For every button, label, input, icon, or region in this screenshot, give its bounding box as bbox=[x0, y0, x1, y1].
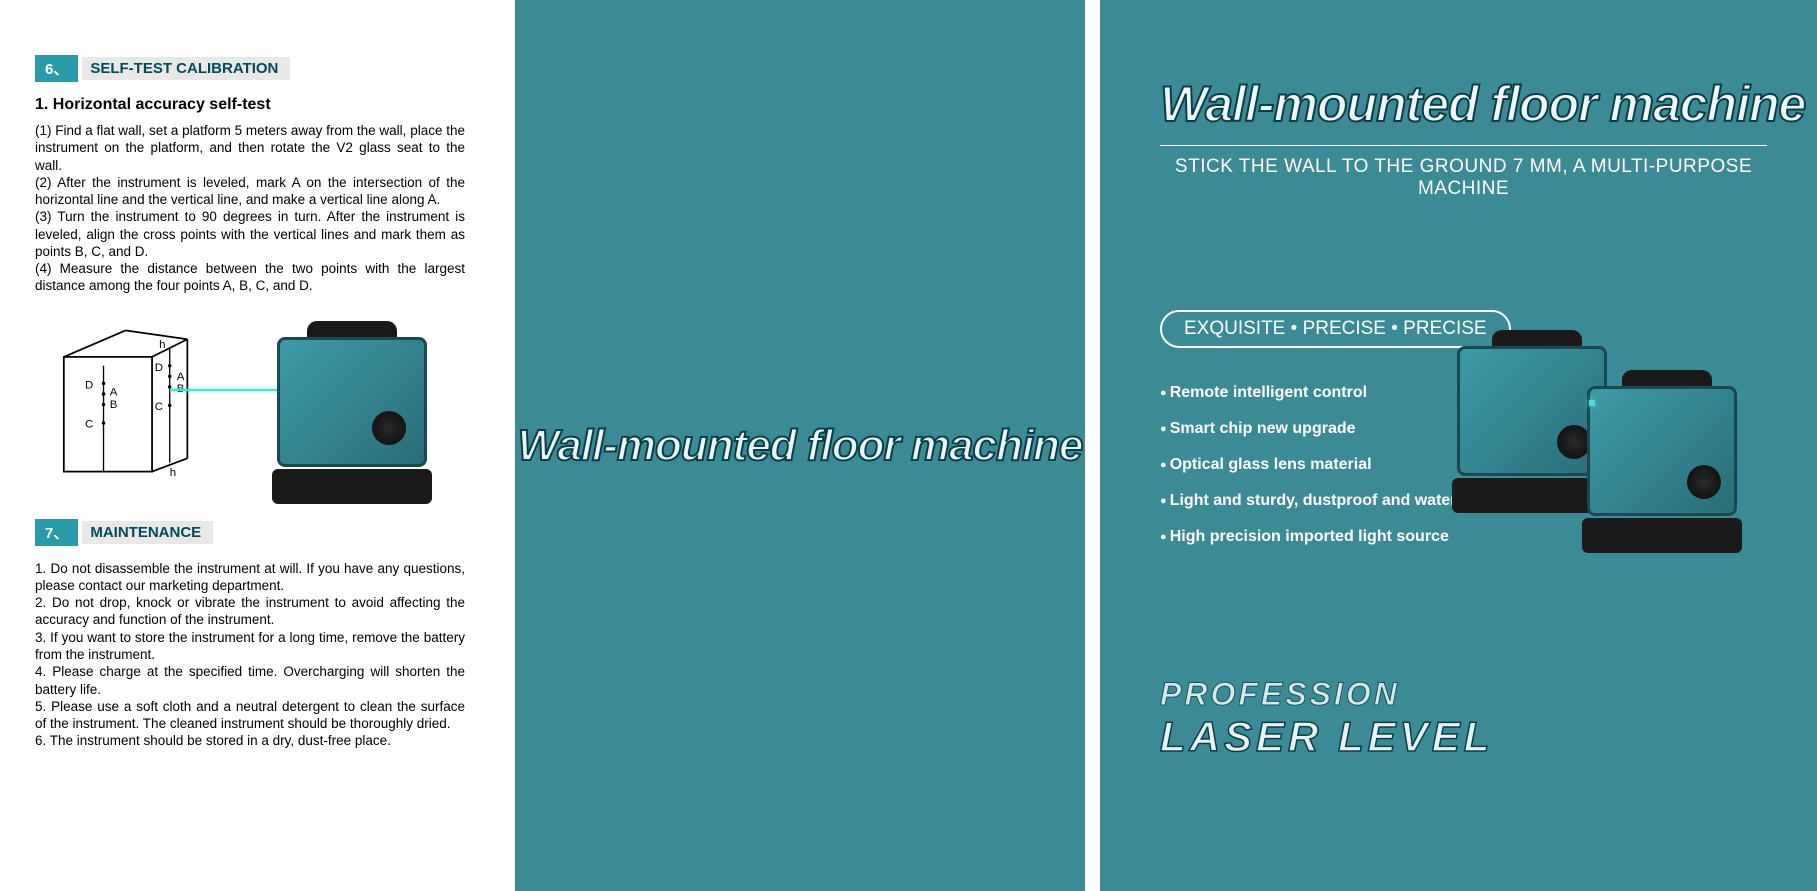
step-3: (3) Turn the instrument to 90 degrees in… bbox=[35, 208, 465, 260]
maint-2: 2. Do not drop, knock or vibrate the ins… bbox=[35, 594, 465, 629]
label-C: C bbox=[85, 418, 93, 430]
step-1: (1) Find a flat wall, set a platform 5 m… bbox=[35, 122, 465, 174]
panel-gap-1 bbox=[500, 0, 515, 891]
label-C2: C bbox=[155, 400, 163, 412]
right-cover-panel: Wall-mounted floor machine STICK THE WAL… bbox=[1100, 0, 1817, 891]
calibration-diagram: D A B C D A B C h h bbox=[55, 316, 205, 486]
left-manual-panel: 6、 SELF-TEST CALIBRATION 1. Horizontal a… bbox=[0, 0, 500, 891]
cover-subtitle: STICK THE WALL TO THE GROUND 7 MM, A MUL… bbox=[1160, 156, 1767, 200]
label-B: B bbox=[110, 399, 118, 411]
section-7-title: MAINTENANCE bbox=[82, 521, 213, 544]
section-6-header: 6、 SELF-TEST CALIBRATION bbox=[35, 55, 465, 82]
label-A: A bbox=[110, 386, 118, 398]
label-h-bottom: h bbox=[170, 467, 176, 479]
label-D2: D bbox=[155, 362, 163, 374]
maint-4: 4. Please charge at the specified time. … bbox=[35, 663, 465, 698]
section-6-title: SELF-TEST CALIBRATION bbox=[82, 57, 290, 80]
middle-title: Wall-mounted floor machine bbox=[518, 421, 1083, 471]
middle-panel: Wall-mounted floor machine bbox=[515, 0, 1085, 891]
label-A2: A bbox=[177, 370, 185, 382]
label-D: D bbox=[85, 379, 93, 391]
maint-6: 6. The instrument should be stored in a … bbox=[35, 732, 465, 749]
label-h-top: h bbox=[159, 339, 165, 351]
section-7-header: 7、 MAINTENANCE bbox=[35, 519, 465, 546]
cover-product-image bbox=[1457, 330, 1787, 570]
cover-divider bbox=[1160, 145, 1767, 146]
calibration-diagram-row: D A B C D A B C h h bbox=[55, 311, 465, 491]
panel-gap-2 bbox=[1085, 0, 1100, 891]
maint-5: 5. Please use a soft cloth and a neutral… bbox=[35, 698, 465, 733]
step-2: (2) After the instrument is leveled, mar… bbox=[35, 174, 465, 209]
maintenance-list: 1. Do not disassemble the instrument at … bbox=[35, 560, 465, 750]
device-illustration bbox=[215, 311, 445, 491]
profession-label: PROFESSION bbox=[1160, 676, 1767, 713]
step-4: (4) Measure the distance between the two… bbox=[35, 260, 465, 295]
section-7-number: 7、 bbox=[35, 519, 78, 546]
section-6-number: 6、 bbox=[35, 55, 78, 82]
maint-1: 1. Do not disassemble the instrument at … bbox=[35, 560, 465, 595]
cover-title: Wall-mounted floor machine bbox=[1160, 75, 1767, 133]
subsection-1-heading: 1. Horizontal accuracy self-test bbox=[35, 96, 465, 114]
laser-level-label: LASER LEVEL bbox=[1160, 713, 1767, 761]
maint-3: 3. If you want to store the instrument f… bbox=[35, 629, 465, 664]
calibration-steps: (1) Find a flat wall, set a platform 5 m… bbox=[35, 122, 465, 295]
